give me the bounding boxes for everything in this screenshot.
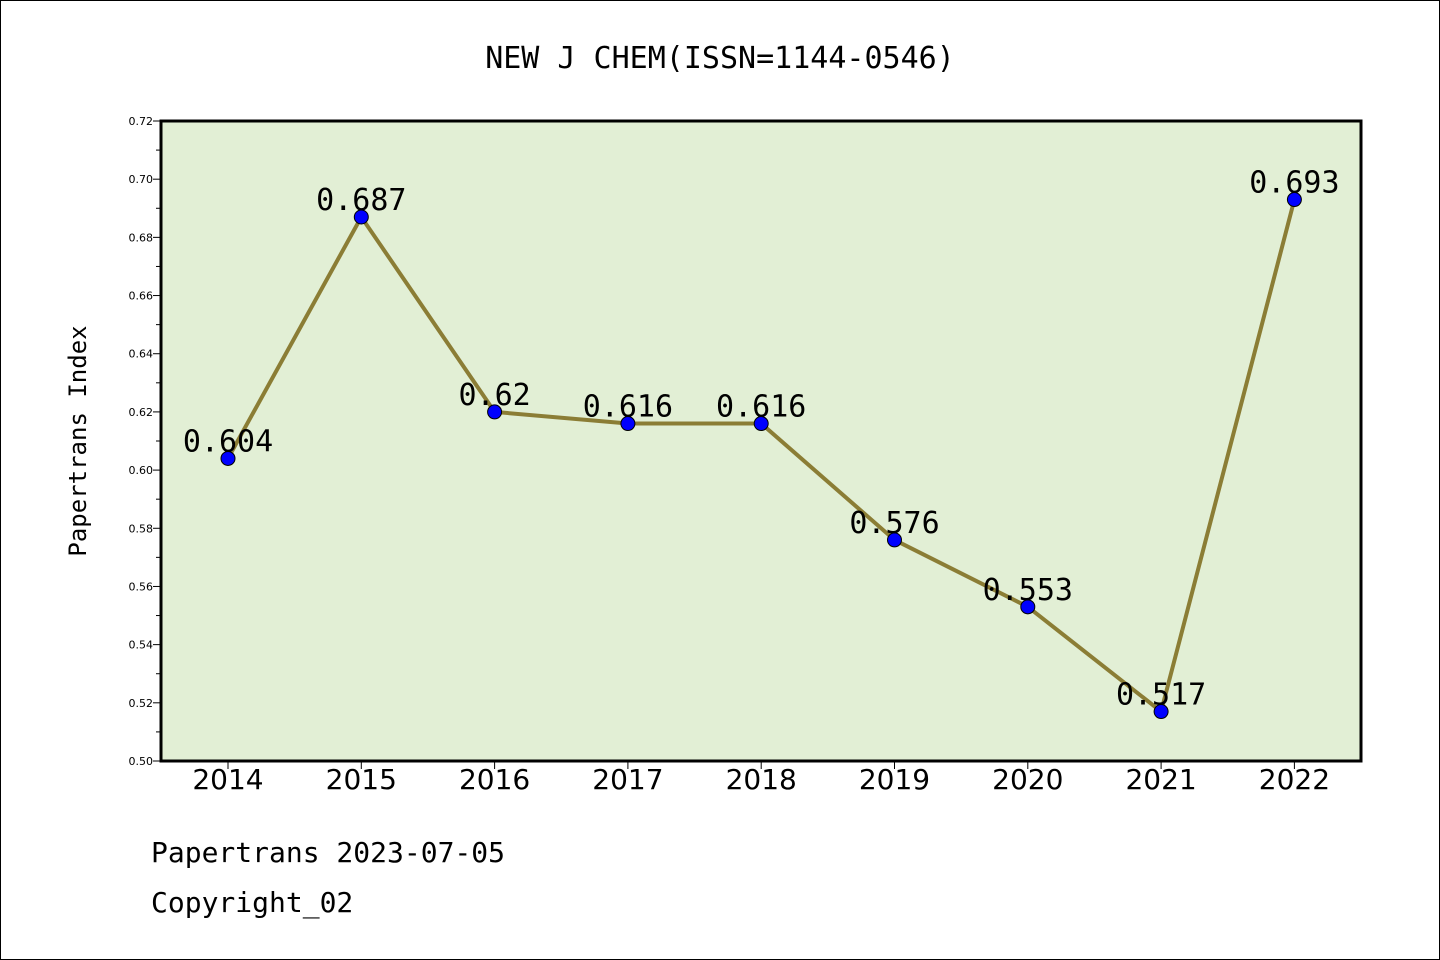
- data-point: [353, 209, 369, 225]
- x-tick-label: 2021: [1125, 763, 1196, 796]
- data-label: 0.604: [183, 424, 273, 459]
- data-label: 0.616: [583, 390, 673, 425]
- chart-title: NEW J CHEM(ISSN=1144-0546): [485, 41, 955, 76]
- footer-date: Papertrans 2023-07-05: [151, 836, 506, 869]
- data-point: [1020, 599, 1036, 615]
- y-axis: 0.50 0.52 0.54 0.56 0.58 0.60 0.62 0.64 0.66 0.68…: [129, 115, 161, 768]
- data-label: 0.687: [316, 183, 406, 218]
- data-label: 0.62: [458, 378, 530, 413]
- y-tick-label: 0.52: [129, 697, 154, 710]
- series-line-group: 0.604 0.687 0.62 0.616 0.616 0.576 0.553 0.517 0…: [183, 166, 1340, 720]
- data-label: 0.616: [716, 390, 806, 425]
- y-tick-label: 0.70: [129, 173, 154, 186]
- x-tick-label: 2016: [459, 763, 530, 796]
- y-tick-label: 0.60: [129, 464, 154, 477]
- data-point: [887, 532, 902, 548]
- y-axis-label: Papertrans Index: [64, 325, 92, 556]
- data-label: 0.576: [849, 506, 939, 541]
- y-tick-label: 0.62: [129, 406, 154, 419]
- footer-copyright: Copyright_02: [151, 886, 354, 919]
- y-tick-label: 0.58: [129, 522, 154, 535]
- y-tick-label: 0.54: [129, 639, 154, 652]
- x-tick-label: 2022: [1259, 763, 1330, 796]
- y-tick-label: 0.66: [129, 290, 154, 303]
- y-tick-label: 0.72: [129, 115, 154, 128]
- x-tick-label: 2015: [326, 763, 397, 796]
- data-point: [620, 416, 636, 432]
- data-label: 0.517: [1116, 678, 1206, 713]
- plot-area: [159, 119, 1363, 763]
- data-label: 0.693: [1249, 166, 1339, 201]
- data-point: [753, 416, 769, 432]
- x-tick-label: 2014: [192, 763, 263, 796]
- y-tick-label: 0.64: [129, 348, 154, 361]
- y-tick-label: 0.68: [129, 231, 154, 244]
- data-label: 0.553: [983, 573, 1073, 608]
- data-point: [487, 404, 503, 420]
- y-tick-label: 0.50: [129, 755, 154, 768]
- x-axis: 2014 2015 2016 2017 2018 2019 2020 2021 2022: [192, 761, 1330, 796]
- data-point: [1286, 192, 1302, 208]
- x-tick-label: 2019: [859, 763, 930, 796]
- x-tick-label: 2017: [592, 763, 663, 796]
- x-tick-label: 2020: [992, 763, 1063, 796]
- data-point: [220, 450, 236, 466]
- x-tick-label: 2018: [726, 763, 797, 796]
- data-point: [1153, 704, 1169, 720]
- y-tick-label: 0.56: [129, 580, 154, 593]
